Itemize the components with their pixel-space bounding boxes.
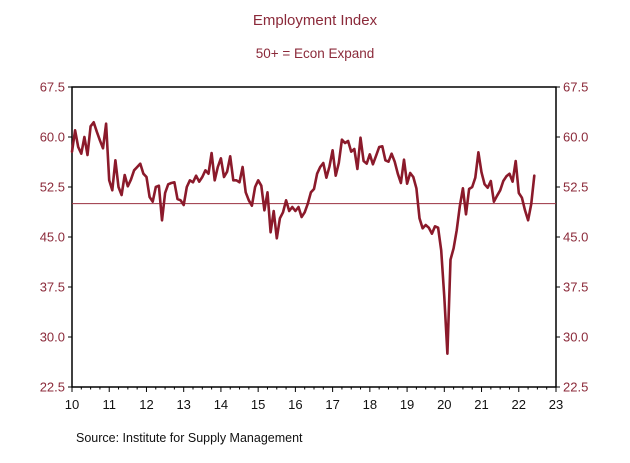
y-tick-label-left: 22.5 xyxy=(40,380,65,395)
y-tick-label-left: 45.0 xyxy=(40,230,65,245)
x-tick-label: 15 xyxy=(251,397,265,412)
source-note: Source: Institute for Supply Management xyxy=(76,431,303,445)
x-tick-label: 16 xyxy=(288,397,302,412)
y-tick-label-right: 45.0 xyxy=(563,230,588,245)
plot-frame xyxy=(71,86,557,388)
x-tick-label: 13 xyxy=(176,397,190,412)
x-tick-label: 23 xyxy=(549,397,563,412)
y-tick-label-right: 37.5 xyxy=(563,280,588,295)
x-tick-label: 18 xyxy=(363,397,377,412)
series-line-employment-index xyxy=(70,121,536,355)
y-tick-label-right: 22.5 xyxy=(563,380,588,395)
chart-subtitle: 50+ = Econ Expand xyxy=(255,46,375,61)
x-tick-label: 17 xyxy=(325,397,339,412)
y-tick-label-left: 30.0 xyxy=(40,330,65,345)
chart-title: Employment Index xyxy=(252,12,378,29)
y-tick-label-right: 60.0 xyxy=(563,130,588,145)
x-tick-label: 10 xyxy=(65,397,79,412)
y-tick-label-right: 30.0 xyxy=(563,330,588,345)
x-tick-label: 19 xyxy=(400,397,414,412)
y-tick-label-left: 67.5 xyxy=(40,80,65,95)
y-tick-label-left: 37.5 xyxy=(40,280,65,295)
y-tick-label-left: 60.0 xyxy=(40,130,65,145)
y-tick-label-right: 67.5 xyxy=(563,80,588,95)
series-group xyxy=(70,121,536,355)
y-tick-label-right: 52.5 xyxy=(563,180,588,195)
x-tick-label: 21 xyxy=(474,397,488,412)
axes: 67.5 67.5 60.0 60.0 52.5 52.5 45.0 45.0 37.5 37.5… xyxy=(40,80,589,413)
x-tick-label: 11 xyxy=(102,397,116,412)
x-tick-label: 12 xyxy=(139,397,153,412)
x-tick-label: 20 xyxy=(437,397,451,412)
y-tick-label-left: 52.5 xyxy=(40,180,65,195)
x-tick-label: 22 xyxy=(512,397,526,412)
x-tick-label: 14 xyxy=(214,397,228,412)
